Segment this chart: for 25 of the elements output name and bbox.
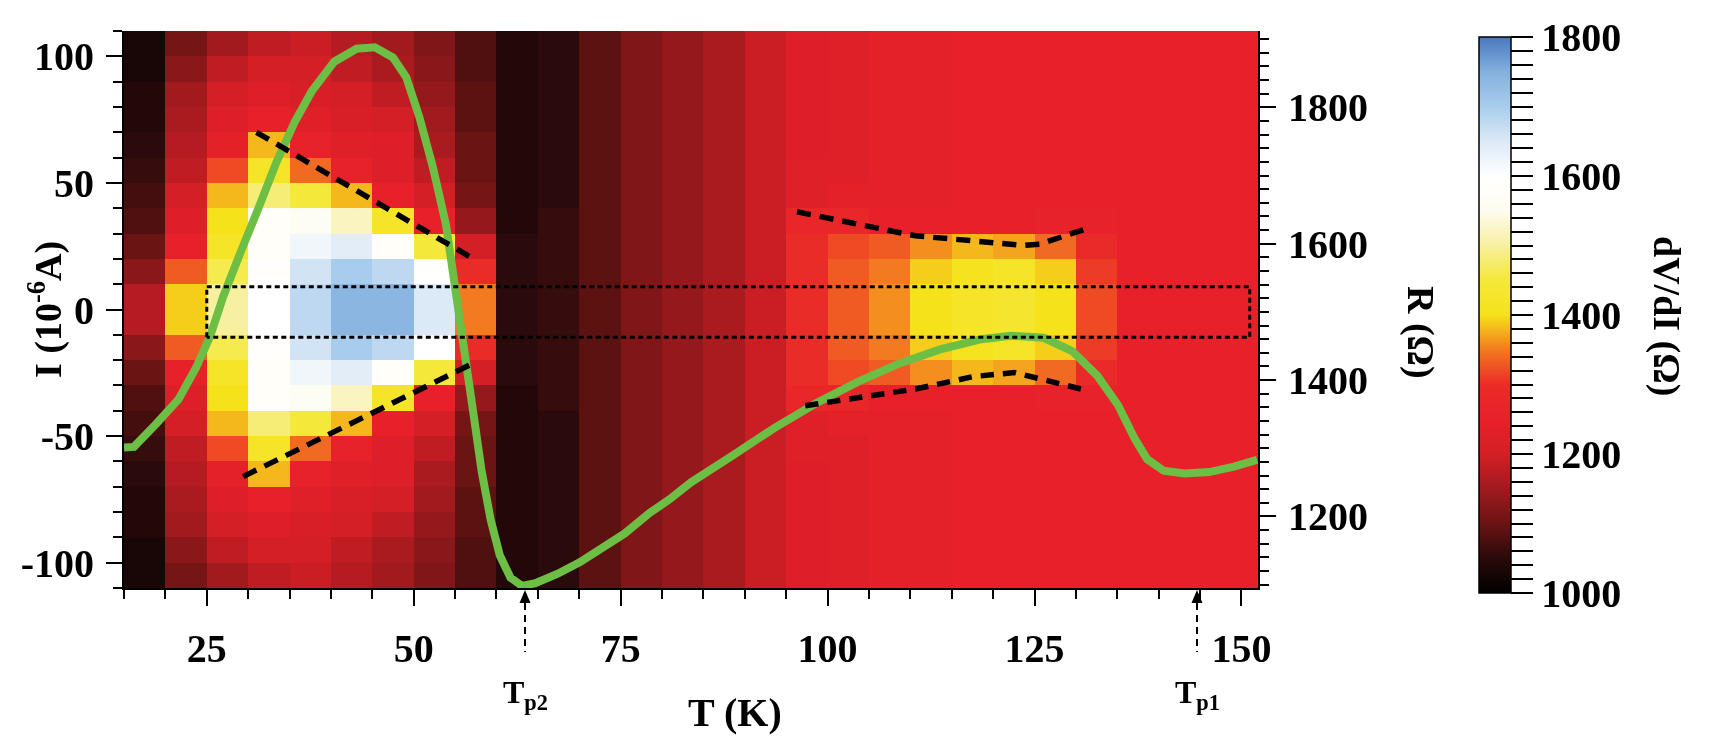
- y2-tick-label: 1200: [1288, 494, 1368, 540]
- y2-tick-label: 1800: [1288, 85, 1368, 131]
- y-tick-label: -100: [20, 540, 94, 586]
- x-axis-title: T (K): [688, 690, 782, 735]
- color-bar-label: 1000: [1541, 571, 1622, 616]
- color-bar-label: 1800: [1541, 15, 1622, 60]
- color-bar-label: 1400: [1541, 293, 1622, 338]
- x-tick-label: 150: [1211, 626, 1272, 671]
- y-tick-label: -50: [40, 414, 94, 460]
- y2-axis-title: R (Ω): [1399, 286, 1442, 379]
- color-bar-label: 1200: [1541, 432, 1622, 477]
- y-tick-label: 100: [34, 34, 94, 80]
- x-tick-label: 25: [186, 626, 227, 671]
- y-tick-label: 0: [74, 287, 94, 333]
- y-tick-label: 50: [54, 160, 94, 206]
- color-bar-title: dV/dI (Ω): [1645, 236, 1688, 397]
- y2-tick-label: 1400: [1288, 358, 1368, 404]
- text: T$_{p2}$: [503, 674, 548, 715]
- text: T$_{p1}$: [1175, 674, 1220, 715]
- color-bar-label: 1600: [1541, 154, 1622, 199]
- x-tick-label: 50: [393, 626, 434, 671]
- x-tick-label: 100: [797, 626, 858, 671]
- x-tick-label: 75: [600, 626, 641, 671]
- x-tick-label: 125: [1004, 626, 1065, 671]
- y2-tick-label: 1600: [1288, 221, 1368, 267]
